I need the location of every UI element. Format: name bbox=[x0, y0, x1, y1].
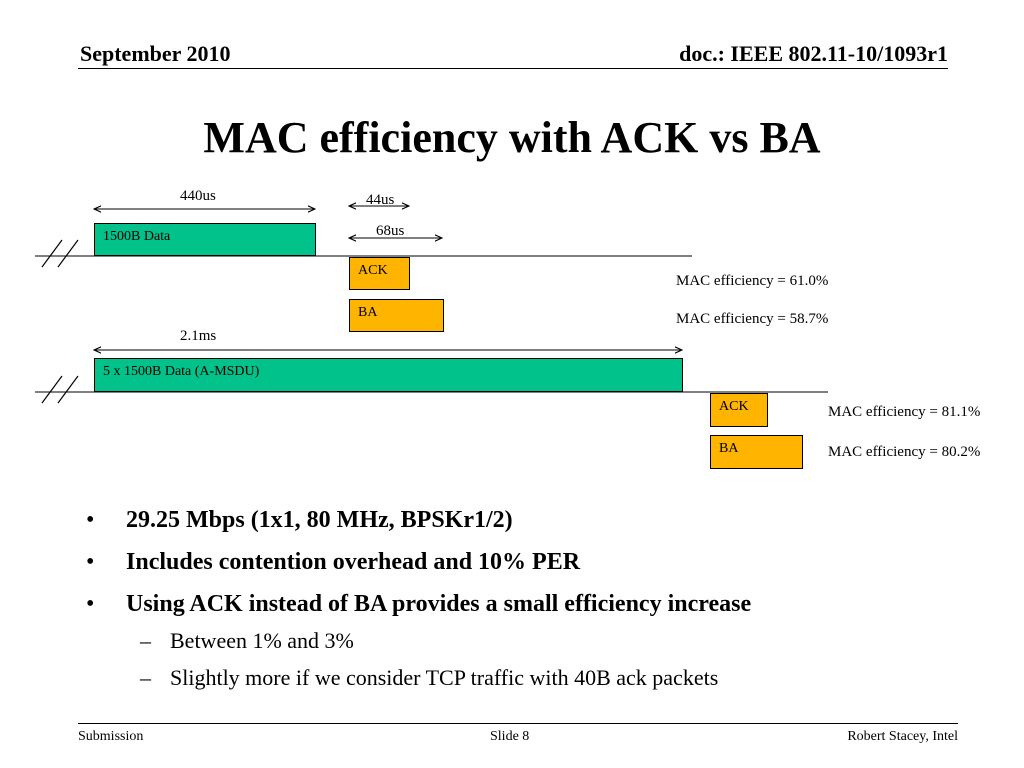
bullet-dot-icon: • bbox=[86, 507, 95, 533]
bullet-dot-icon: • bbox=[86, 591, 95, 617]
top-ack-block: ACK bbox=[349, 257, 410, 290]
top-ba-duration-label: 68us bbox=[376, 223, 405, 239]
bottom-break-mark-1 bbox=[41, 375, 63, 404]
sub-bullet-item: – Between 1% and 3% bbox=[86, 627, 986, 655]
slide-title: MAC efficiency with ACK vs BA bbox=[203, 113, 821, 162]
bullet-dot-icon: • bbox=[86, 549, 95, 575]
bottom-data-block: 5 x 1500B Data (A-MSDU) bbox=[94, 358, 683, 392]
header-doc-id: doc.: IEEE 802.11-10/1093r1 bbox=[679, 41, 948, 66]
top-data-duration-label: 440us bbox=[180, 188, 216, 204]
bullet-text: 29.25 Mbps (1x1, 80 MHz, BPSKr1/2) bbox=[126, 507, 513, 533]
footer-slide-number: Slide 8 bbox=[490, 729, 530, 744]
top-ba-block: BA bbox=[349, 299, 444, 332]
top-break-mark-2 bbox=[57, 239, 79, 268]
header-rule bbox=[78, 68, 948, 69]
sub-bullet-dash-icon: – bbox=[140, 628, 151, 653]
top-data-block: 1500B Data bbox=[94, 223, 316, 256]
bullet-item: • Includes contention overhead and 10% PE… bbox=[86, 547, 986, 577]
bottom-break-mark-2 bbox=[57, 375, 79, 404]
top-ack-efficiency: MAC efficiency = 61.0% bbox=[676, 273, 829, 289]
sub-bullet-text: Slightly more if we consider TCP traffic… bbox=[170, 665, 719, 690]
footer-author: Robert Stacey, Intel bbox=[847, 729, 958, 744]
bullet-text: Includes contention overhead and 10% PER bbox=[126, 549, 581, 575]
bullet-text: Using ACK instead of BA provides a small… bbox=[126, 591, 752, 617]
bottom-ack-efficiency: MAC efficiency = 81.1% bbox=[828, 404, 981, 420]
bottom-data-duration-label: 2.1ms bbox=[180, 328, 217, 344]
footer-submission: Submission bbox=[78, 729, 144, 744]
bottom-ba-efficiency: MAC efficiency = 80.2% bbox=[828, 444, 981, 460]
bottom-ba-block: BA bbox=[710, 435, 803, 469]
bullet-item: • 29.25 Mbps (1x1, 80 MHz, BPSKr1/2) bbox=[86, 505, 986, 535]
sub-bullet-text: Between 1% and 3% bbox=[170, 628, 354, 653]
bullet-item: • Using ACK instead of BA provides a smal… bbox=[86, 589, 986, 619]
sub-bullet-item: – Slightly more if we consider TCP traffi… bbox=[86, 664, 986, 692]
footer-rule bbox=[78, 723, 958, 724]
top-ack-duration-label: 44us bbox=[366, 192, 395, 208]
top-break-mark-1 bbox=[41, 239, 63, 268]
bottom-ack-block: ACK bbox=[710, 393, 768, 427]
bullet-list: • 29.25 Mbps (1x1, 80 MHz, BPSKr1/2) • Inc… bbox=[86, 505, 986, 701]
header-date: September 2010 bbox=[80, 41, 231, 66]
top-ba-efficiency: MAC efficiency = 58.7% bbox=[676, 311, 829, 327]
sub-bullet-dash-icon: – bbox=[140, 665, 151, 690]
